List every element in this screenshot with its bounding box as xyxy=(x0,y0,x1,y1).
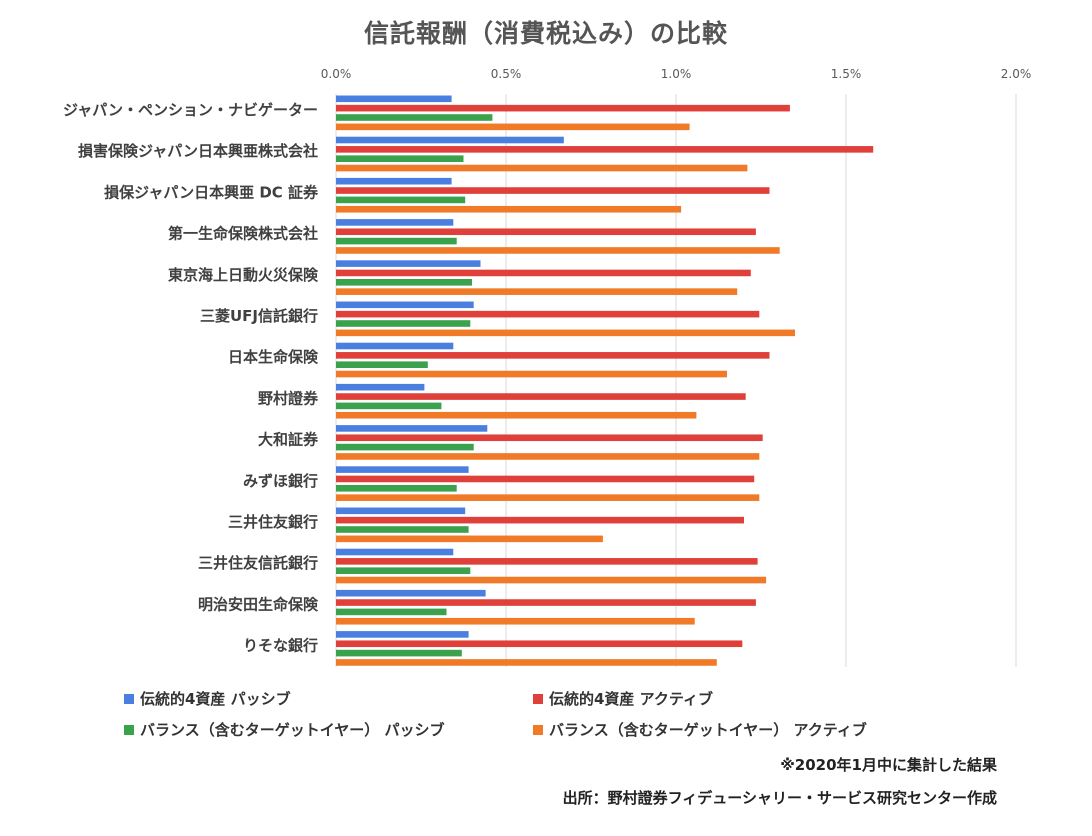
bar-3 xyxy=(336,443,474,451)
bar-4 xyxy=(336,123,690,131)
bar-1 xyxy=(336,589,486,597)
category-label: 損保ジャパン日本興亜 DC 証券 xyxy=(104,183,319,201)
bar-2 xyxy=(336,393,746,400)
bar-4 xyxy=(336,205,682,213)
bar-2 xyxy=(336,310,760,318)
category-label: 三井住友銀行 xyxy=(228,513,318,531)
bar-4 xyxy=(336,370,727,378)
bar-1 xyxy=(336,548,454,556)
bar-1 xyxy=(336,383,425,391)
bar-2 xyxy=(336,434,763,442)
bar-3 xyxy=(336,608,447,616)
x-tick-label: 2.0% xyxy=(1001,67,1032,81)
bar-2 xyxy=(336,228,756,236)
legend-label: バランス（含むターゲットイヤー） パッシブ xyxy=(140,721,445,739)
x-tick-label: 1.5% xyxy=(831,67,862,81)
bar-3 xyxy=(336,526,469,533)
category-label: 野村證券 xyxy=(258,389,319,407)
bar-1 xyxy=(336,342,454,350)
legend-label: バランス（含むターゲットイヤー） アクティブ xyxy=(549,721,867,739)
bar-1 xyxy=(336,507,466,515)
bar-3 xyxy=(336,649,462,657)
bar-chart: 0.0% 0.5% 1.0% 1.5% 2.0% ジャパン・ペンション・ナビゲーター損害… xyxy=(63,67,1032,667)
bar-3 xyxy=(336,237,457,245)
bar-3 xyxy=(336,196,466,204)
bar-4 xyxy=(336,659,717,666)
bar-1 xyxy=(336,466,469,473)
legend-item-1: 伝統的4資産 アクティブ xyxy=(533,688,713,709)
bar-3 xyxy=(336,485,457,492)
bar-2 xyxy=(336,146,874,153)
bar-2 xyxy=(336,352,770,359)
category-label: 三菱UFJ信託銀行 xyxy=(200,307,318,325)
x-tick-label: 0.0% xyxy=(321,67,352,81)
legend-swatch xyxy=(533,694,543,704)
source-note: 出所：野村證券フィデューシャリー・サービス研究センター作成 xyxy=(562,789,997,807)
bar-2 xyxy=(336,599,756,606)
category-label: 損害保険ジャパン日本興亜株式会社 xyxy=(78,142,318,160)
bar-4 xyxy=(336,164,748,172)
category-label: 明治安田生命保険 xyxy=(198,595,319,613)
bar-1 xyxy=(336,631,469,638)
bar-2 xyxy=(336,516,744,524)
bar-2 xyxy=(336,104,790,112)
bar-2 xyxy=(336,187,770,194)
category-label: 第一生命保険株式会社 xyxy=(168,225,318,243)
bar-3 xyxy=(336,361,428,368)
legend-label: 伝統的4資産 パッシブ xyxy=(140,690,291,708)
legend-item-2: バランス（含むターゲットイヤー） パッシブ xyxy=(124,719,444,740)
bar-1 xyxy=(336,425,488,432)
bar-4 xyxy=(336,453,760,460)
bar-1 xyxy=(336,177,452,185)
category-label: 大和証券 xyxy=(258,431,319,449)
category-label: 三井住友信託銀行 xyxy=(198,554,318,572)
legend-swatch xyxy=(124,725,134,735)
chart-title: 信託報酬（消費税込み）の比較 xyxy=(363,19,728,48)
category-labels: ジャパン・ペンション・ナビゲーター損害保険ジャパン日本興亜株式会社損保ジャパン日… xyxy=(63,101,319,655)
bar-1 xyxy=(336,95,452,103)
bar-4 xyxy=(336,617,695,625)
legend-swatch xyxy=(124,694,134,704)
x-tick-label: 1.0% xyxy=(661,67,692,81)
bar-1 xyxy=(336,136,564,144)
bar-1 xyxy=(336,260,481,267)
bar-4 xyxy=(336,535,603,543)
category-label: みずほ銀行 xyxy=(243,472,318,490)
bar-4 xyxy=(336,329,795,337)
bars xyxy=(336,95,874,666)
category-label: 日本生命保険 xyxy=(228,348,319,366)
category-label: ジャパン・ペンション・ナビゲーター xyxy=(63,101,318,119)
aggregation-note: ※2020年1月中に集計した結果 xyxy=(780,756,997,774)
bar-3 xyxy=(336,567,471,574)
legend-label: 伝統的4資産 アクティブ xyxy=(549,690,714,708)
bar-3 xyxy=(336,402,442,410)
legend-item-3: バランス（含むターゲットイヤー） アクティブ xyxy=(533,719,867,740)
bar-3 xyxy=(336,279,472,286)
bar-3 xyxy=(336,114,493,121)
x-tick-labels: 0.0% 0.5% 1.0% 1.5% 2.0% xyxy=(321,67,1032,81)
bar-4 xyxy=(336,247,780,254)
legend-item-0: 伝統的4資産 パッシブ xyxy=(124,688,291,709)
bar-4 xyxy=(336,411,697,419)
category-label: 東京海上日動火災保険 xyxy=(168,266,319,284)
bar-1 xyxy=(336,301,474,309)
bar-2 xyxy=(336,475,755,483)
bar-3 xyxy=(336,320,471,327)
bar-3 xyxy=(336,155,464,162)
bar-2 xyxy=(336,558,758,565)
category-label: りそな銀行 xyxy=(243,637,318,655)
bar-1 xyxy=(336,219,454,226)
bar-2 xyxy=(336,640,743,648)
legend-swatch xyxy=(533,725,543,735)
bar-4 xyxy=(336,288,738,295)
bar-4 xyxy=(336,576,767,584)
bar-4 xyxy=(336,494,760,501)
x-tick-label: 0.5% xyxy=(491,67,522,81)
bar-2 xyxy=(336,269,751,277)
